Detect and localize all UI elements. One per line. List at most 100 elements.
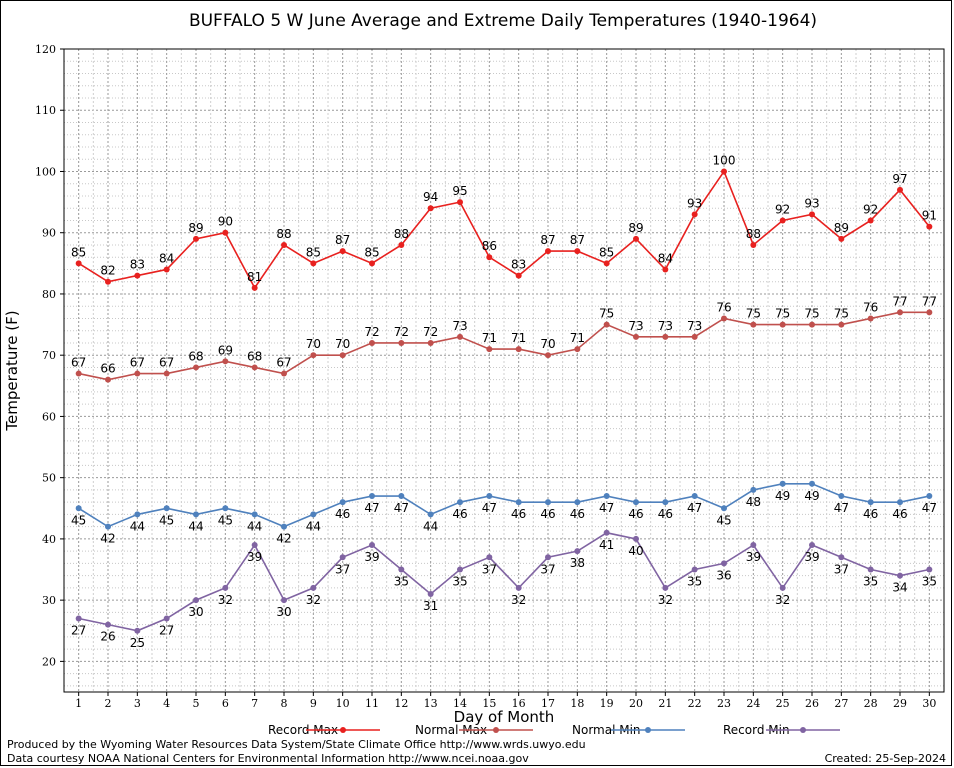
- data-point: [251, 364, 258, 371]
- data-point: [809, 542, 815, 549]
- data-label: 44: [247, 519, 262, 533]
- data-point: [105, 621, 111, 628]
- data-point: [574, 346, 581, 353]
- data-label: 39: [247, 550, 262, 564]
- data-label: 91: [922, 209, 937, 223]
- x-tick-label: 7: [251, 697, 258, 710]
- data-point: [310, 260, 317, 267]
- data-label: 90: [218, 215, 233, 229]
- data-point: [486, 346, 493, 353]
- data-label: 93: [687, 196, 702, 210]
- data-point: [398, 241, 405, 248]
- data-point: [427, 591, 434, 598]
- data-label: 75: [834, 307, 849, 321]
- data-label: 45: [716, 513, 731, 527]
- data-point: [339, 499, 346, 506]
- data-label: 75: [804, 307, 819, 321]
- data-point: [926, 223, 933, 230]
- data-point: [105, 523, 111, 530]
- legend-marker: [340, 727, 346, 733]
- data-point: [251, 284, 258, 291]
- data-point: [574, 548, 581, 555]
- data-point: [222, 505, 229, 512]
- data-label: 26: [100, 630, 115, 644]
- data-label: 72: [364, 325, 379, 339]
- data-point: [457, 333, 463, 340]
- data-label: 39: [746, 550, 761, 564]
- data-label: 32: [511, 593, 526, 607]
- legend-item: Normal Max: [415, 723, 533, 737]
- data-point: [897, 309, 903, 316]
- data-point: [750, 321, 757, 328]
- data-label: 39: [364, 550, 379, 564]
- data-label: 67: [130, 356, 145, 370]
- data-point: [809, 480, 815, 487]
- data-point: [897, 186, 903, 193]
- data-label: 37: [482, 562, 497, 576]
- data-point: [750, 486, 757, 493]
- data-label: 70: [306, 337, 321, 351]
- series-normal-min: 45 42 44 45 44 45 44 42 44 46 47 47 44 46 47 46 46 46 47 46…: [71, 480, 937, 546]
- data-label: 77: [892, 294, 907, 308]
- data-label: 95: [452, 184, 467, 198]
- data-point: [457, 566, 463, 573]
- data-label: 32: [658, 593, 673, 607]
- data-label: 39: [804, 550, 819, 564]
- data-label: 47: [394, 501, 409, 515]
- data-point: [163, 266, 170, 273]
- data-label: 73: [452, 319, 467, 333]
- data-point: [369, 542, 375, 549]
- data-point: [163, 370, 170, 377]
- y-tick-label: 110: [35, 104, 56, 117]
- data-point: [633, 235, 639, 242]
- x-tick-label: 8: [281, 697, 288, 710]
- data-point: [222, 229, 229, 236]
- x-tick-label: 21: [658, 697, 672, 710]
- data-label: 89: [834, 221, 849, 235]
- series-line: [78, 311, 930, 381]
- data-label: 46: [892, 507, 907, 521]
- data-point: [691, 493, 698, 500]
- data-point: [662, 333, 669, 340]
- data-series: 85 82 83 84 89 90 81 88 85 87 85 88 94 95 86 83 87 87 85 89…: [71, 153, 937, 649]
- data-label: 47: [599, 501, 614, 515]
- data-point: [310, 352, 317, 359]
- x-tick-label: 20: [629, 697, 643, 710]
- data-point: [838, 554, 845, 561]
- x-tick-label: 19: [600, 697, 614, 710]
- footer-produced-by: Produced by the Wyoming Water Resources …: [7, 738, 586, 751]
- data-label: 75: [599, 307, 614, 321]
- x-tick-label: 2: [105, 697, 112, 710]
- data-label: 46: [511, 507, 526, 521]
- data-point: [545, 248, 551, 255]
- data-point: [310, 511, 317, 518]
- data-label: 85: [364, 245, 379, 259]
- series-normal-max: 67 66 67 67 68 69 68 67 70 70 72 72 72 73 71 71 70 71 75 73…: [71, 294, 937, 383]
- data-label: 44: [306, 519, 321, 533]
- y-tick-label: 50: [42, 472, 56, 485]
- data-point: [603, 493, 610, 500]
- data-label: 72: [394, 325, 409, 339]
- data-point: [281, 370, 287, 377]
- data-label: 47: [482, 501, 497, 515]
- data-label: 86: [482, 239, 497, 253]
- data-label: 67: [159, 356, 174, 370]
- data-label: 44: [188, 519, 203, 533]
- data-point: [398, 339, 405, 346]
- footer-created-date: Created: 25-Sep-2024: [824, 752, 946, 765]
- x-tick-label: 29: [893, 697, 907, 710]
- data-label: 44: [130, 519, 145, 533]
- data-point: [251, 511, 258, 518]
- y-tick-label: 90: [42, 227, 56, 240]
- y-axis-title: Temperature (F): [3, 310, 21, 431]
- series-record-max: 85 82 83 84 89 90 81 88 85 87 85 88 94 95 86 83 87 87 85 89…: [71, 153, 937, 291]
- data-point: [222, 584, 229, 591]
- data-point: [281, 597, 287, 604]
- y-tick-label: 120: [35, 43, 56, 56]
- data-point: [339, 352, 346, 359]
- data-label: 46: [570, 507, 585, 521]
- data-point: [134, 511, 141, 518]
- chart-grid: [64, 48, 944, 692]
- data-point: [251, 542, 258, 549]
- data-point: [163, 615, 170, 622]
